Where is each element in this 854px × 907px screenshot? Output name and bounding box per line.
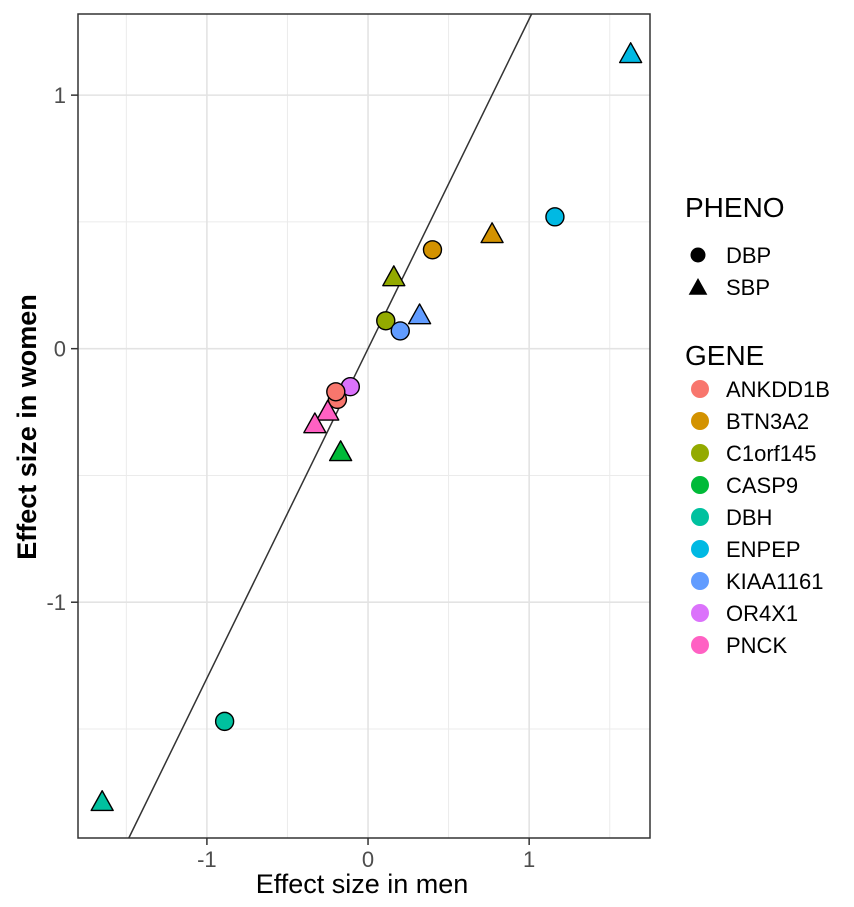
legend-label-dbh: DBH: [726, 505, 772, 530]
point-dbh-dbp: [214, 711, 235, 732]
legend-label-btn3a2: BTN3A2: [726, 409, 809, 434]
major-gridlines: [78, 14, 650, 838]
legend-pheno-items: DBP SBP: [688, 243, 771, 300]
legend-key-ankdd1b: [691, 380, 709, 398]
point-btn3a2-sbp: [480, 222, 504, 244]
legend-key-enpep: [691, 540, 709, 558]
point-enpep-dbp: [545, 207, 565, 227]
point-kiaa1161-dbp: [390, 321, 410, 341]
data-points: [90, 42, 643, 812]
x-axis: -1 0 1: [197, 838, 535, 872]
point-ankdd1b-dbp: [326, 382, 346, 402]
legend-label-casp9: CASP9: [726, 473, 798, 498]
legend-key-pnck: [691, 636, 709, 654]
point-pnck-sbp: [316, 399, 340, 421]
point-pnck-sbp: [303, 412, 327, 434]
point-btn3a2-dbp: [422, 240, 443, 260]
legend-label-pnck: PNCK: [726, 633, 787, 658]
x-axis-title: Effect size in men: [256, 869, 469, 899]
x-tick-label: 0: [362, 847, 374, 872]
legend-label-c1orf145: C1orf145: [726, 441, 817, 466]
point-enpep-sbp: [618, 42, 643, 64]
legend: PHENO DBP SBP GENE ANKDD1B BTN3A2 C1orf145 C…: [685, 192, 830, 658]
legend-key-dbp: [690, 247, 706, 263]
point-kiaa1161-sbp: [407, 303, 432, 325]
x-tick-label: -1: [197, 847, 217, 872]
legend-key-dbh: [691, 508, 709, 526]
legend-key-or4x1: [691, 604, 709, 622]
legend-key-sbp: [688, 277, 708, 295]
legend-label-ankdd1b: ANKDD1B: [726, 377, 830, 402]
y-axis: -1 0 1: [46, 83, 78, 615]
legend-key-btn3a2: [691, 412, 709, 430]
y-tick-label: 1: [54, 83, 66, 108]
plot-panel: [77, 13, 651, 839]
legend-label-kiaa1161: KIAA1161: [726, 569, 823, 594]
legend-title-gene: GENE: [685, 340, 764, 371]
reference-line: [128, 13, 533, 839]
point-dbh-sbp: [90, 790, 114, 812]
legend-key-kiaa1161: [691, 572, 709, 590]
legend-gene-items: ANKDD1B BTN3A2 C1orf145 CASP9 DBH ENPEP KIAA11…: [691, 377, 830, 658]
point-c1orf145-dbp: [376, 311, 396, 331]
legend-key-c1orf145: [691, 444, 709, 462]
legend-label-or4x1: OR4X1: [726, 601, 798, 626]
y-axis-title: Effect size in women: [12, 294, 42, 560]
panel-border: [77, 13, 651, 839]
legend-label-sbp: SBP: [726, 275, 770, 300]
legend-key-casp9: [691, 476, 709, 494]
y-tick-label: -1: [46, 590, 66, 615]
legend-label-dbp: DBP: [726, 243, 771, 268]
y-tick-label: 0: [54, 337, 66, 362]
point-c1orf145-sbp: [382, 265, 406, 287]
legend-title-pheno: PHENO: [685, 192, 785, 223]
legend-label-enpep: ENPEP: [726, 537, 801, 562]
point-casp9-sbp: [328, 440, 353, 462]
x-tick-label: 1: [523, 847, 535, 872]
